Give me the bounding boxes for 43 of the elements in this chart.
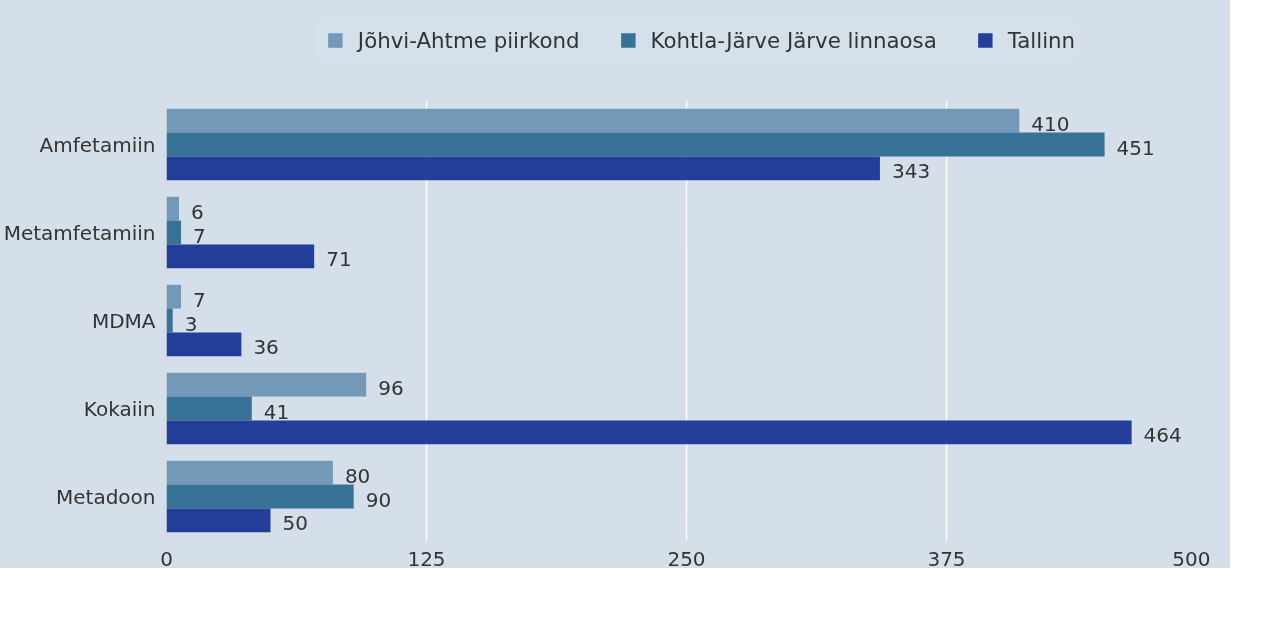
- data-label: 90: [365, 487, 392, 512]
- x-tick-label: 500: [1172, 546, 1211, 571]
- data-label: 464: [1143, 423, 1182, 448]
- data-label: 41: [263, 399, 290, 424]
- data-label: 7: [193, 223, 206, 248]
- bar: [166, 156, 880, 181]
- data-label: 451: [1116, 135, 1155, 160]
- x-tick-label: 0: [160, 546, 173, 571]
- data-label: 6: [190, 199, 204, 224]
- data-label: 80: [344, 463, 371, 488]
- legend-label: Tallinn: [1007, 27, 1076, 53]
- x-tick-label: 125: [407, 546, 446, 571]
- bar: [166, 396, 252, 421]
- data-label: 71: [326, 247, 352, 272]
- data-label: 7: [193, 287, 206, 312]
- data-label: 343: [891, 159, 931, 184]
- data-label: 96: [378, 375, 404, 400]
- legend-label: Kohtla-Järve Järve linnaosa: [650, 27, 937, 53]
- bar: [166, 220, 182, 245]
- data-label: 3: [184, 311, 198, 336]
- legend-label: Jõhvi-Ahtme piirkond: [357, 27, 580, 53]
- data-label: 50: [282, 511, 308, 536]
- x-tick-label: 375: [927, 546, 966, 571]
- y-tick-label: Kokaiin: [83, 396, 156, 421]
- bar: [166, 420, 1132, 445]
- bar: [166, 108, 1020, 133]
- bar: [166, 308, 173, 333]
- bar: [166, 460, 333, 485]
- data-label: 36: [253, 335, 279, 360]
- y-tick-label: Metamfetamiin: [3, 220, 156, 245]
- x-tick-label: 250: [667, 546, 706, 571]
- data-label: 410: [1031, 111, 1070, 136]
- y-tick-label: Amfetamiin: [39, 132, 156, 157]
- bar: [166, 508, 271, 533]
- bar: [166, 484, 354, 509]
- bar: [166, 244, 315, 269]
- bar: [166, 196, 179, 221]
- bar: [166, 332, 242, 357]
- y-tick-label: MDMA: [91, 308, 156, 333]
- bar: [166, 284, 182, 309]
- y-tick-label: Metadoon: [56, 484, 156, 509]
- bar: [166, 372, 367, 397]
- bar: [166, 132, 1105, 157]
